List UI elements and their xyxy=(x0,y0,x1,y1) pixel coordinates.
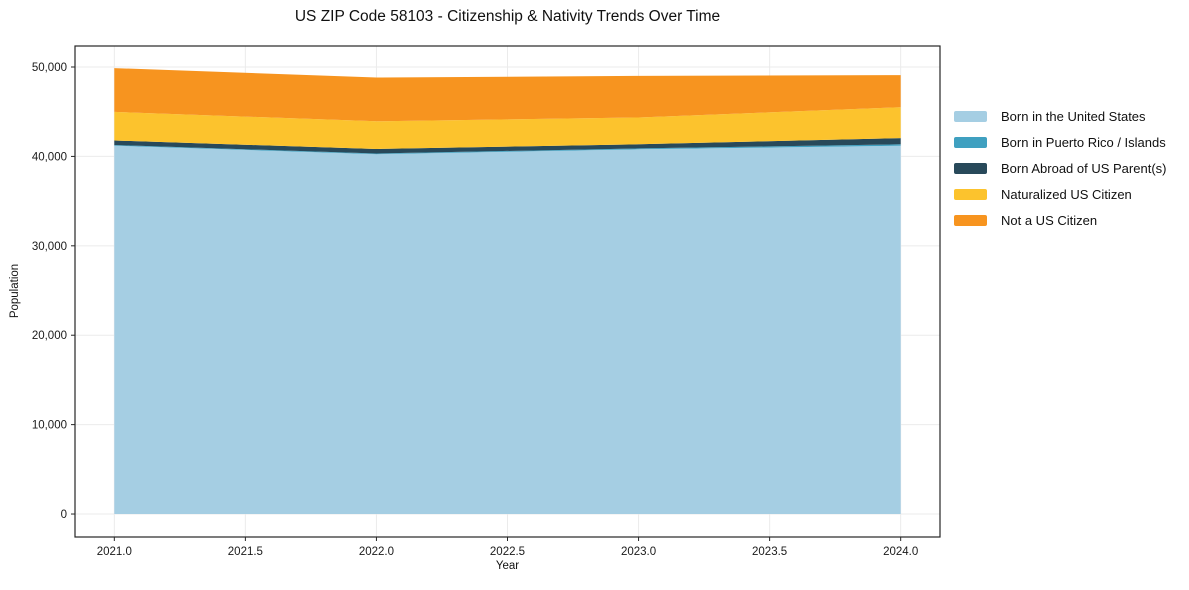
svg-text:2021.5: 2021.5 xyxy=(228,546,263,558)
legend-label: Born Abroad of US Parent(s) xyxy=(1001,160,1167,176)
svg-text:30,000: 30,000 xyxy=(32,241,67,253)
svg-text:20,000: 20,000 xyxy=(32,330,67,342)
legend-swatch-born-in-puerto-rico-icon xyxy=(954,136,987,148)
legend-label: Naturalized US Citizen xyxy=(1001,186,1132,202)
legend-swatch-not-citizen-icon xyxy=(954,214,987,226)
svg-text:2024.0: 2024.0 xyxy=(883,546,918,558)
legend-item-born-abroad: Born Abroad of US Parent(s) xyxy=(954,155,1166,181)
legend-swatch-born-abroad-icon xyxy=(954,162,987,174)
svg-text:50,000: 50,000 xyxy=(32,62,67,74)
legend-label: Not a US Citizen xyxy=(1001,212,1098,228)
svg-text:2022.5: 2022.5 xyxy=(490,546,525,558)
svg-text:2022.0: 2022.0 xyxy=(359,546,394,558)
legend-swatch-born-in-us-icon xyxy=(954,110,987,122)
legend-label: Born in Puerto Rico / Islands xyxy=(1001,134,1166,150)
legend-label: Born in the United States xyxy=(1001,108,1146,124)
legend-item-naturalized: Naturalized US Citizen xyxy=(954,181,1166,207)
svg-text:40,000: 40,000 xyxy=(32,151,67,163)
svg-text:0: 0 xyxy=(61,509,67,521)
svg-text:2023.0: 2023.0 xyxy=(621,546,656,558)
x-axis-label: Year xyxy=(495,560,520,572)
svg-text:2021.0: 2021.0 xyxy=(97,546,132,558)
legend-item-born-in-puerto-rico: Born in Puerto Rico / Islands xyxy=(954,129,1166,155)
legend: Born in the United States Born in Puerto… xyxy=(954,103,1166,233)
legend-swatch-naturalized-icon xyxy=(954,188,987,200)
legend-item-not-citizen: Not a US Citizen xyxy=(954,207,1166,233)
svg-text:2023.5: 2023.5 xyxy=(752,546,787,558)
svg-text:10,000: 10,000 xyxy=(32,420,67,432)
chart-title: US ZIP Code 58103 - Citizenship & Nativi… xyxy=(294,8,721,25)
legend-item-born-in-us: Born in the United States xyxy=(954,103,1166,129)
